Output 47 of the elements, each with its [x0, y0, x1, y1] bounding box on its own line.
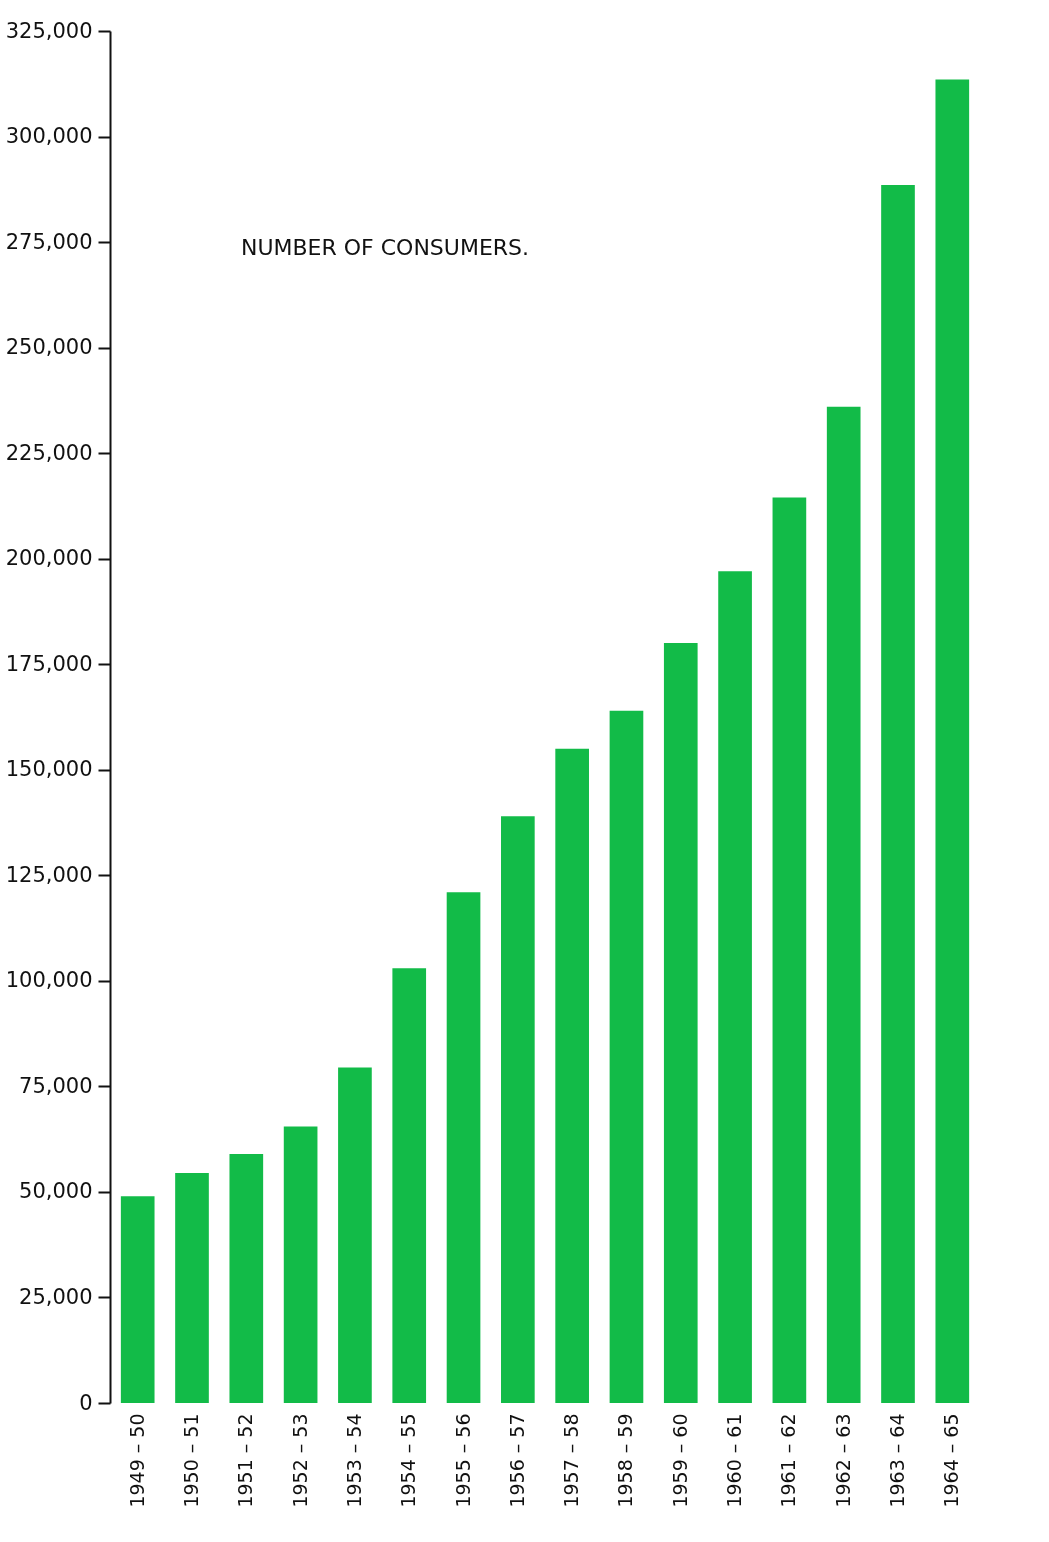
bar — [935, 79, 970, 1403]
y-tick-label: 125,000 — [5, 862, 93, 887]
x-tick-label: 1949 – 50 — [125, 1413, 148, 1508]
bar — [175, 1172, 209, 1403]
y-tick-label: 325,000 — [5, 18, 93, 43]
x-tick-label: 1959 – 60 — [668, 1413, 691, 1508]
x-tick-label: 1953 – 54 — [342, 1413, 365, 1508]
y-tick-label: 300,000 — [5, 124, 93, 149]
bar — [609, 710, 644, 1403]
y-tick-label: 50,000 — [19, 1179, 93, 1204]
bar — [663, 643, 698, 1403]
x-tick-label: 1957 – 58 — [560, 1413, 583, 1508]
bar — [718, 571, 752, 1403]
x-tick-label: 1950 – 51 — [180, 1413, 202, 1508]
y-tick-label: 25,000 — [19, 1284, 93, 1309]
x-tick-label: 1958 – 59 — [614, 1413, 637, 1508]
x-tick-label: 1963 – 64 — [886, 1413, 908, 1508]
y-tick-label: 250,000 — [5, 335, 93, 360]
y-tick-label: 225,000 — [5, 440, 93, 465]
bar — [501, 816, 535, 1403]
bar — [229, 1153, 264, 1403]
bar — [283, 1126, 318, 1403]
x-tick-label: 1962 – 63 — [831, 1413, 854, 1508]
y-tick-label: 275,000 — [5, 229, 93, 254]
bar — [392, 968, 427, 1403]
x-tick-label: 1954 – 55 — [397, 1413, 420, 1508]
bar — [446, 892, 481, 1403]
x-tick-label: 1964 – 65 — [940, 1413, 963, 1508]
bar — [881, 185, 915, 1403]
y-tick-label: 75,000 — [19, 1073, 93, 1098]
bar — [338, 1067, 372, 1403]
x-tick-label: 1956 – 57 — [505, 1413, 528, 1508]
bar — [826, 406, 861, 1403]
x-tick-label: 1951 – 52 — [234, 1413, 257, 1508]
x-tick-label: 1961 – 62 — [777, 1413, 800, 1508]
y-tick-label: 100,000 — [5, 968, 93, 993]
bar — [772, 497, 807, 1403]
y-tick-label: 0 — [79, 1390, 93, 1415]
y-tick-label: 175,000 — [5, 651, 93, 676]
y-tick-label: 200,000 — [5, 546, 93, 571]
bar — [120, 1196, 155, 1403]
x-tick-label: 1955 – 56 — [451, 1413, 474, 1508]
x-tick-label: 1952 – 53 — [288, 1413, 311, 1508]
bar — [555, 748, 589, 1403]
x-tick-label: 1960 – 61 — [723, 1413, 746, 1508]
y-tick-label: 150,000 — [5, 757, 93, 782]
text: NUMBER OF CONSUMERS. — [240, 235, 530, 260]
